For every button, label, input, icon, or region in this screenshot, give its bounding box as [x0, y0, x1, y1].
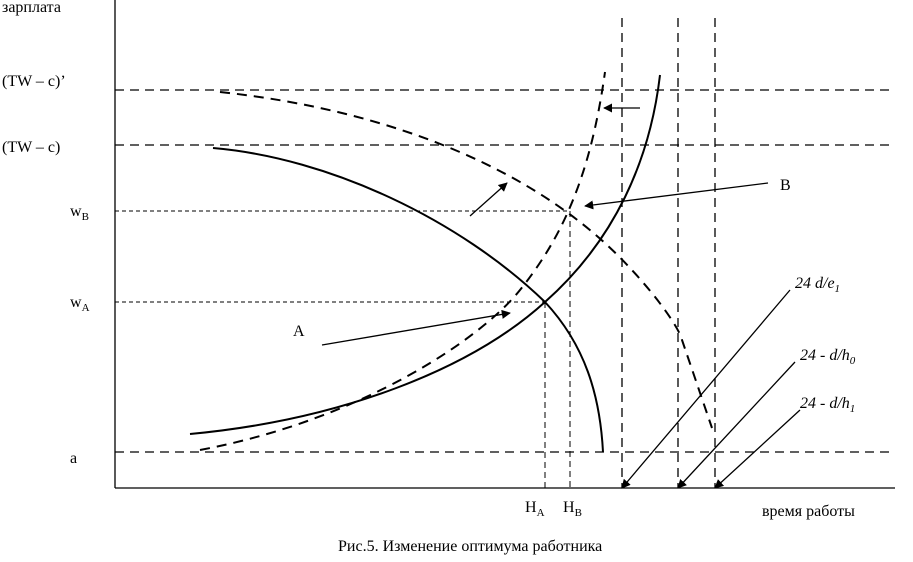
point-a-pointer [321, 309, 511, 346]
y-tick-w-b: wB [70, 203, 89, 223]
label-24-d-e1: 24 d/e1 [795, 275, 840, 295]
x-tick-h-a: HA [525, 499, 545, 519]
solid-decreasing-curve [212, 147, 604, 453]
x-axis-label: время работы [762, 503, 855, 520]
x-tick-h-b: HB [563, 499, 582, 519]
arrow-24-d-e1 [621, 289, 791, 489]
label-24-d-h0: 24 - d/h0 [800, 347, 856, 367]
figure-caption: Рис.5. Изменение оптимума работника [338, 538, 602, 555]
dashed-increasing-curve [199, 71, 606, 451]
dashed-decreasing-curve [219, 91, 713, 429]
point-a-label: A [293, 323, 305, 340]
shift-arrow-middle [469, 182, 508, 217]
label-24-d-h1: 24 - d/h1 [800, 395, 855, 415]
arrow-24-d-h0 [677, 361, 796, 489]
point-b-label: B [780, 177, 791, 194]
y-tick-tw-c: (TW – c) [2, 139, 60, 156]
y-axis-label: зарплата [2, 0, 61, 16]
point-b-pointer [584, 182, 769, 210]
arrow-24-d-h1 [714, 409, 801, 489]
y-tick-a: a [70, 450, 77, 467]
solid-increasing-curve [189, 74, 661, 435]
y-tick-w-a: wA [70, 294, 90, 314]
y-tick-tw-c-prime: (TW – c)’ [2, 73, 66, 90]
